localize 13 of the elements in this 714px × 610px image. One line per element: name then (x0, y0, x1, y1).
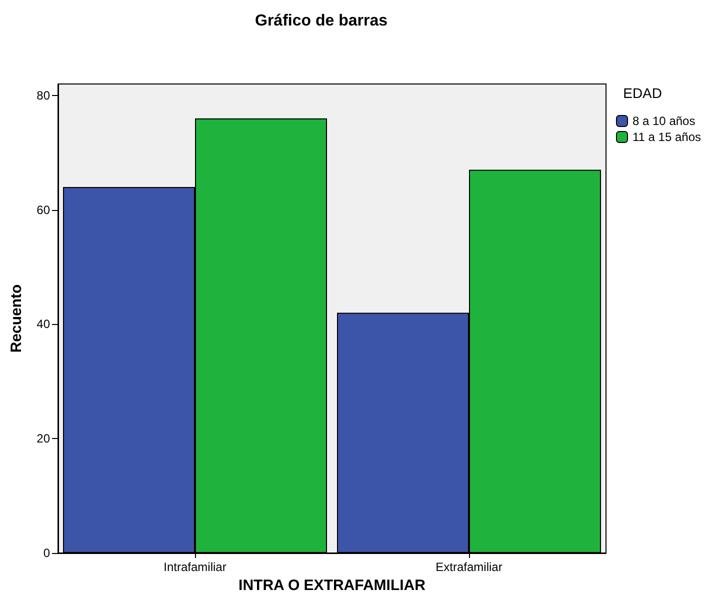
legend-label: 11 a 15 años (632, 130, 702, 144)
y-tick-label: 40 (36, 317, 50, 332)
chart-title: Gráfico de barras (255, 12, 388, 30)
x-tick-label: Intrafamiliar (164, 560, 226, 574)
legend-title: EDAD (623, 85, 662, 101)
y-axis-title: Recuento (8, 284, 25, 353)
x-tick-label: Extrafamiliar (436, 560, 502, 574)
y-tick-label: 0 (43, 546, 50, 560)
y-tick-label: 20 (36, 432, 50, 446)
y-tick-label: 60 (36, 202, 50, 217)
legend-label: 8 a 10 años (632, 114, 696, 128)
y-tick-label: 80 (36, 88, 50, 102)
x-axis-title: INTRA O EXTRAFAMILIAR (238, 576, 426, 594)
